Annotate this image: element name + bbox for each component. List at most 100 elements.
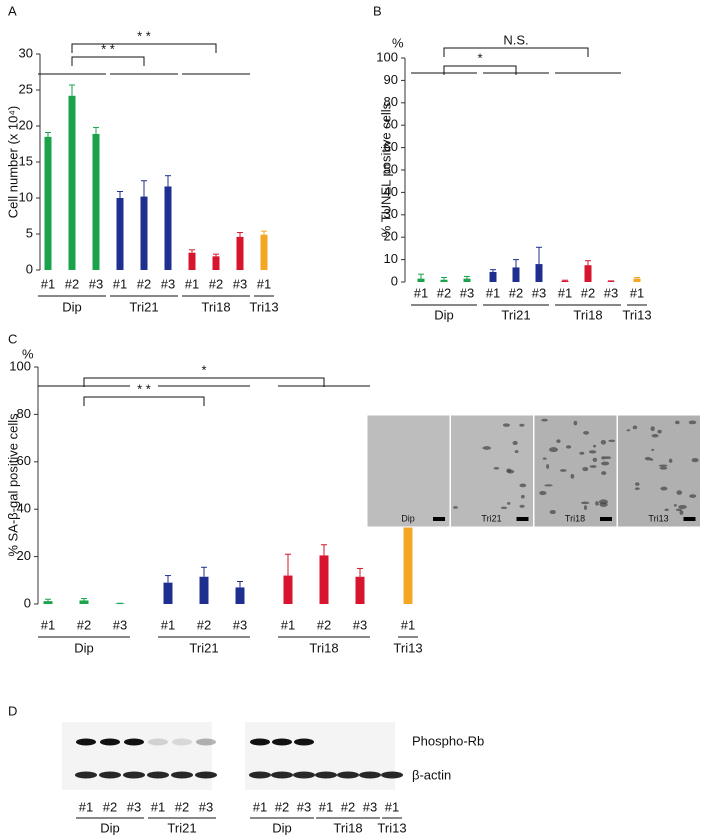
x-tick-label: #3 [89,276,103,291]
cell [644,456,651,461]
band [196,738,216,746]
y-tick-label: 70 [384,117,398,132]
cell [635,482,640,486]
band [272,738,292,746]
band [75,771,97,779]
y-tick-label: 20 [19,117,33,132]
x-tick-label: #2 [209,276,223,291]
significance-label: * * [137,381,151,396]
x-tick-label: #2 [317,617,331,632]
group-label: Tri13 [377,820,406,835]
x-tick-label: #3 [233,276,247,291]
lane-label: #1 [253,799,267,814]
cell [512,440,518,446]
panel-label: C [8,331,17,346]
cell [601,456,606,460]
micrograph-label: Tri13 [648,513,668,523]
lane-label: #2 [103,799,117,814]
cell [519,483,527,488]
x-tick-label: #2 [509,285,523,300]
bar [561,280,569,282]
band [100,738,120,746]
y-tick-label: 40 [384,184,398,199]
panel-label: A [8,3,17,18]
cell [651,448,655,451]
band [76,738,96,746]
significance-bracket [83,377,325,387]
cell [675,508,682,512]
scale-bar [433,517,445,521]
micrograph [450,414,534,528]
x-tick-label: #1 [257,276,271,291]
bar [489,271,497,282]
x-tick-label: #3 [233,617,247,632]
cell [502,423,511,427]
scale-bar [516,517,529,521]
bar [163,582,173,604]
x-tick-label: #2 [581,285,595,300]
group-label: Tri21 [501,307,530,322]
micrograph-label: Tri18 [565,513,585,523]
x-tick-label: #2 [137,276,151,291]
x-tick-label: #2 [437,285,451,300]
cell [659,466,668,470]
bar [199,576,209,604]
cell [650,426,655,432]
lane-label: #2 [275,799,289,814]
cell [691,457,699,463]
band [315,771,337,779]
cell [678,504,687,509]
cell [542,457,547,460]
cell [539,491,547,496]
x-tick-label: #3 [353,617,367,632]
group-label: Tri13 [249,299,278,314]
cell [601,471,607,476]
cell [580,501,590,505]
significance-label: N.S. [503,32,528,47]
micrograph [366,414,451,528]
band [381,771,403,779]
lane-label: #2 [341,799,355,814]
lane-label: #1 [319,799,333,814]
cell [544,484,553,487]
bar [512,267,520,282]
band [294,738,314,746]
cell [573,420,578,426]
bar [44,136,52,270]
cell [546,464,550,469]
x-tick-label: #2 [77,617,91,632]
x-tick-label: #3 [113,617,127,632]
group-label: Tri13 [622,307,651,322]
bar [92,133,100,270]
cell [549,510,556,515]
y-tick-label: 60 [384,139,398,154]
bar [319,555,329,604]
x-tick-label: #1 [41,276,55,291]
x-tick-label: #1 [630,285,644,300]
x-tick-label: #1 [161,617,175,632]
cell [519,423,525,427]
unit-label: % [392,35,404,50]
bar [633,278,641,282]
bar [68,95,76,270]
band [99,771,121,779]
band [172,738,192,746]
band [147,771,169,779]
y-tick-label: 100 [9,358,31,373]
y-tick-label: 20 [384,229,398,244]
x-tick-label: #3 [460,285,474,300]
group-label: Tri21 [167,820,196,835]
cell [660,486,668,491]
micrograph-label: Tri21 [481,513,501,523]
bar [235,587,245,604]
cell [583,505,588,510]
cell [453,506,458,509]
group-label: Tri18 [201,299,230,314]
cell [493,467,500,470]
bar [212,256,220,270]
lane-label: #2 [175,799,189,814]
bar [43,601,53,604]
micrograph [533,414,618,528]
unit-label: % [22,346,34,361]
